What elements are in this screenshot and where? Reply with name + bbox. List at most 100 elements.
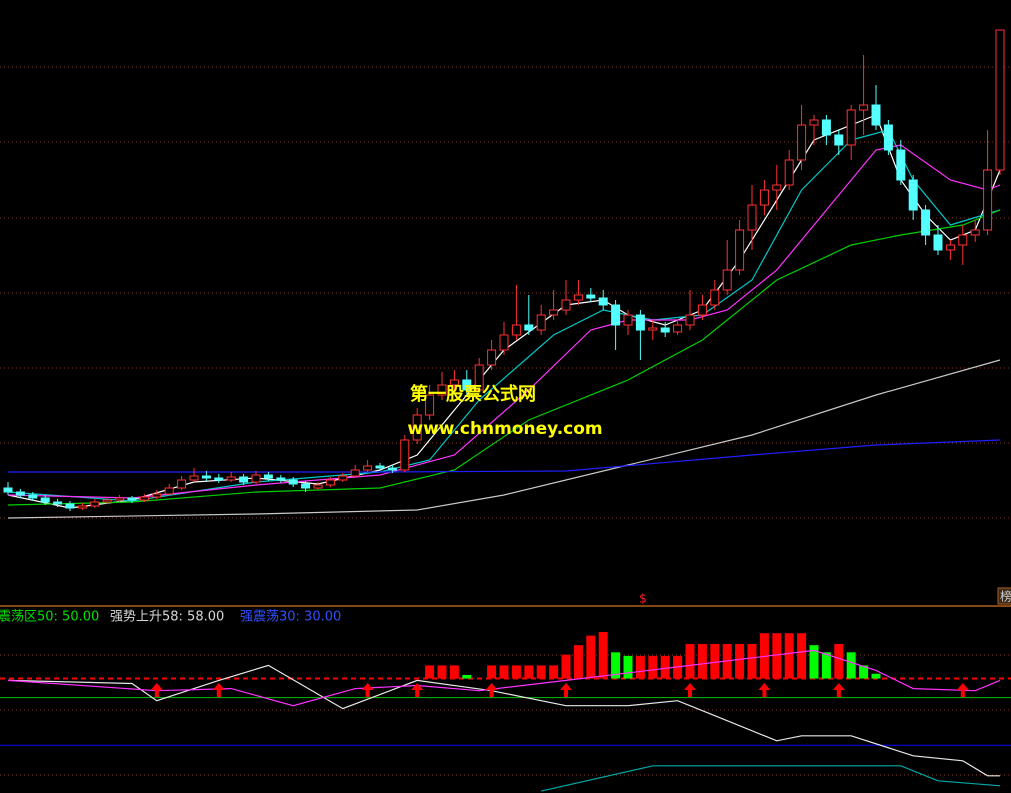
candle-body — [871, 104, 881, 126]
candle-body — [40, 497, 50, 503]
indicator-bar — [536, 665, 546, 679]
indicator-bar — [437, 665, 447, 679]
candle-body — [834, 134, 844, 146]
candle-body — [313, 484, 323, 489]
indicator-line — [7, 359, 1001, 519]
candle-body — [536, 314, 546, 331]
indicator-bar — [648, 655, 658, 679]
indicator-bar — [710, 643, 720, 679]
tag-box — [997, 587, 1011, 605]
candle-body — [772, 184, 782, 191]
indicator-bar — [462, 674, 472, 679]
indicator-bar — [524, 665, 534, 679]
candle-body — [635, 314, 645, 331]
candle-body — [710, 289, 720, 306]
candle-body — [611, 304, 621, 326]
signal-arrow — [411, 683, 424, 697]
candle-body — [263, 474, 273, 479]
indicator-bar — [586, 635, 596, 679]
candle-body — [983, 169, 993, 231]
watermark: 第一股票公式网 — [410, 383, 536, 405]
candle-body — [28, 494, 38, 499]
candle-body — [511, 324, 521, 336]
indicator-bar — [549, 665, 559, 679]
candle-body — [90, 501, 100, 507]
candle-body — [722, 269, 732, 291]
candle-body — [499, 334, 509, 351]
candle-body — [127, 497, 137, 501]
candle-body — [759, 189, 769, 206]
candle-body — [735, 229, 745, 271]
indicator-bar — [685, 643, 695, 679]
indicator-line — [7, 649, 1001, 707]
candle-body — [288, 479, 298, 485]
signal-arrow — [956, 683, 969, 697]
indicator-line — [541, 765, 1001, 792]
candle-body — [673, 324, 683, 333]
candle-body — [697, 304, 707, 316]
indicator-bar — [561, 654, 571, 679]
indicator-bar — [511, 665, 521, 679]
candle-body — [189, 475, 199, 481]
indicator-bar — [871, 673, 881, 679]
candle-body — [933, 234, 943, 251]
signal-arrow — [485, 683, 498, 697]
candle-body — [139, 496, 149, 501]
indicator-bar — [735, 643, 745, 679]
price-grid — [0, 66, 1011, 776]
signal-arrow — [684, 683, 696, 697]
candle-body — [821, 119, 831, 136]
indicator-bar — [449, 665, 459, 679]
indicator-bar — [573, 645, 583, 679]
indicator-bar — [772, 633, 782, 679]
candle-body — [77, 505, 87, 509]
candle-body — [301, 483, 311, 489]
candle-body — [375, 465, 385, 469]
indicator-bar — [487, 665, 497, 679]
candle-body — [945, 244, 955, 251]
candle-body — [524, 324, 534, 331]
candle-body — [449, 379, 459, 386]
candle-body — [3, 487, 13, 493]
candle-body — [239, 476, 249, 483]
candle-body — [623, 314, 633, 326]
watermark: www.chnmoney.com — [407, 419, 602, 439]
candle-body — [549, 309, 559, 316]
indicator-bar — [859, 665, 869, 679]
candle-body — [164, 487, 174, 495]
indicator-bar — [425, 665, 435, 679]
signal-arrow — [150, 683, 163, 697]
indicator-bar — [499, 665, 509, 679]
candle-body — [859, 104, 869, 111]
indicator-line — [7, 664, 1000, 777]
candle-body — [797, 124, 807, 161]
candle-body — [363, 465, 373, 471]
candle-body — [425, 394, 435, 416]
candle-body — [251, 474, 261, 483]
candle-body — [412, 414, 422, 441]
candle-body — [598, 297, 608, 306]
indicator-label: 震荡区50: 50.00 — [0, 610, 99, 625]
candle-body — [152, 493, 162, 498]
candle-body — [685, 314, 695, 326]
candle-body — [325, 479, 335, 486]
indicator-bar — [809, 645, 819, 679]
candle-body — [908, 179, 918, 211]
candle-body — [970, 229, 980, 236]
candle-body — [487, 349, 497, 366]
indicator-bar — [834, 643, 844, 679]
candle-body — [400, 439, 410, 471]
indicator-bar — [797, 633, 807, 679]
price-panel — [3, 29, 1005, 519]
indicator-bar — [747, 643, 757, 679]
candle-body — [102, 499, 112, 503]
indicator-line — [8, 439, 1001, 473]
candle-body — [573, 294, 583, 301]
indicator-bar — [821, 652, 831, 679]
candle-body — [462, 379, 472, 391]
candle-body — [958, 234, 968, 246]
candle-body — [115, 497, 125, 501]
candle-body — [809, 119, 819, 126]
candle-body — [214, 477, 224, 481]
